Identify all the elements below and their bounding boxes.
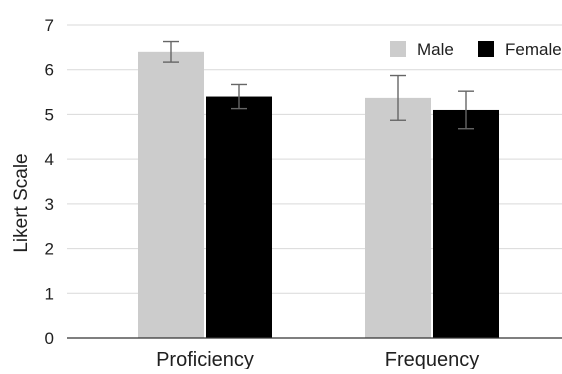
- axes: 0 1 2 3 4 5 6 7 Proficiency Frequency: [45, 16, 562, 371]
- error-bars: [163, 40, 474, 130]
- legend: Male Female: [390, 40, 562, 59]
- y-tick-label: 4: [45, 150, 54, 169]
- bar-female-frequency: [433, 109, 499, 338]
- y-axis-title: Likert Scale: [11, 153, 32, 252]
- y-tick-label: 0: [45, 329, 54, 348]
- x-tick-label: Frequency: [385, 349, 480, 369]
- y-tick-label: 7: [45, 16, 54, 35]
- y-tick-label: 1: [45, 284, 54, 303]
- legend-label-male: Male: [417, 40, 454, 59]
- y-tick-label: 3: [45, 195, 54, 214]
- y-tick-label: 5: [45, 105, 54, 124]
- error-bar: [163, 40, 179, 63]
- y-tick-label: 6: [45, 61, 54, 80]
- error-bar: [231, 83, 247, 110]
- legend-swatch-female: [478, 41, 494, 57]
- legend-label-female: Female: [505, 40, 562, 59]
- bar-female-proficiency: [206, 96, 272, 339]
- bars: [138, 51, 499, 339]
- bar-male-proficiency: [138, 51, 204, 338]
- error-bar: [390, 74, 406, 121]
- error-bar: [458, 90, 474, 130]
- bar-male-frequency: [365, 97, 431, 339]
- legend-swatch-male: [390, 41, 406, 57]
- x-tick-label: Proficiency: [156, 349, 254, 369]
- y-tick-label: 2: [45, 240, 54, 259]
